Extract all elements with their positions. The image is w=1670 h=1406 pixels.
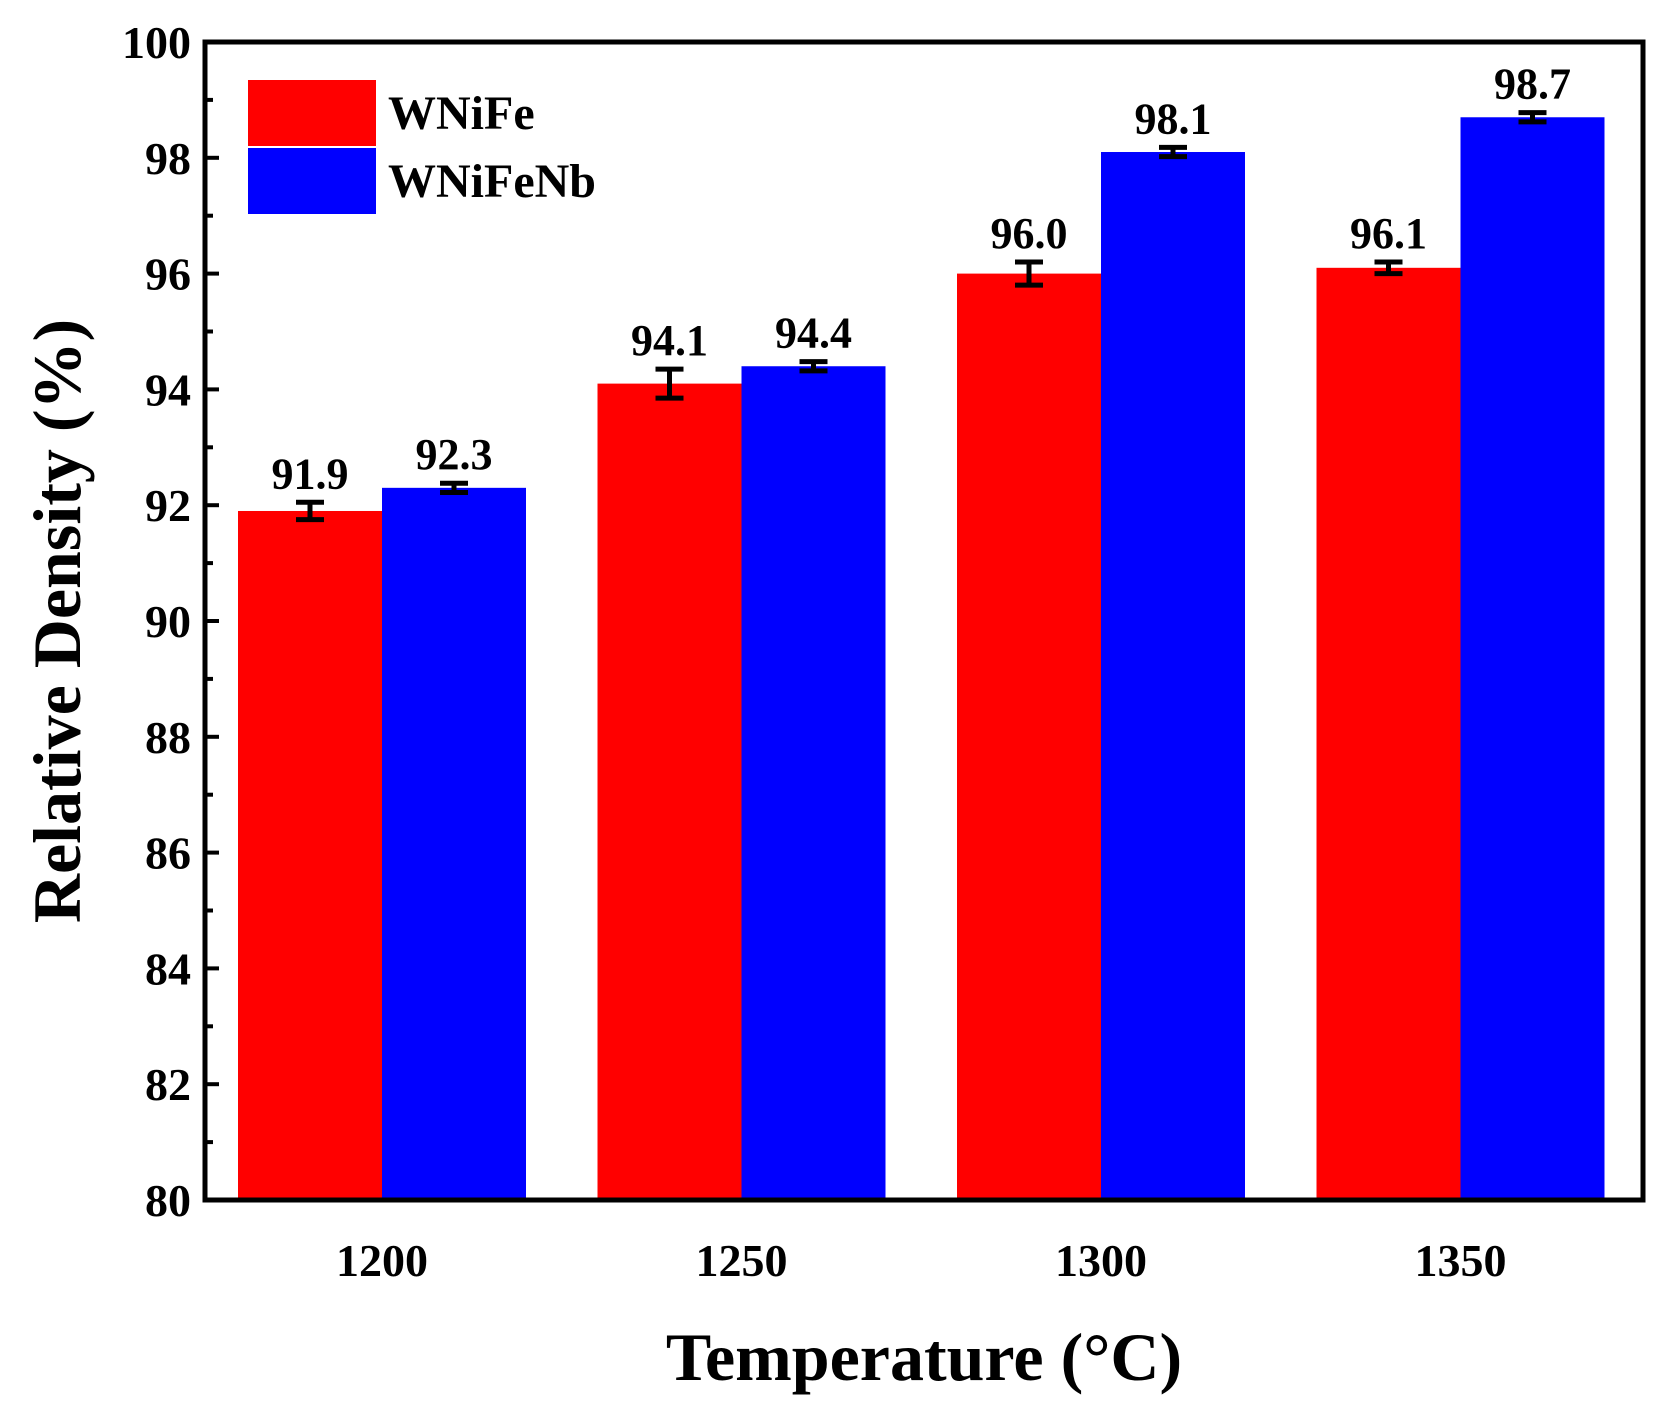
bar-wnife-1300 [957, 273, 1101, 1201]
legend-swatch-wnifenb [248, 148, 376, 214]
data-label: 96.1 [1350, 209, 1427, 258]
y-tick-label: 96 [145, 249, 191, 300]
x-tick-label: 1300 [1055, 1235, 1147, 1286]
y-tick-label: 88 [145, 712, 191, 763]
y-tick-label: 100 [122, 17, 191, 68]
data-label: 92.3 [416, 430, 493, 479]
error-bars-layer [296, 110, 1547, 523]
y-tick-label: 98 [145, 133, 191, 184]
bar-wnife-1200 [238, 510, 382, 1200]
legend-label-wnifenb: WNiFeNb [388, 155, 596, 208]
y-tick-label: 86 [145, 828, 191, 879]
legend-swatch-wnife [248, 80, 376, 146]
x-axis-title: Temperature (°C) [666, 1319, 1182, 1395]
bar-wnifenb-1250 [741, 366, 886, 1200]
x-axis: 1200 1250 1300 1350 [336, 1235, 1507, 1286]
y-tick-label: 92 [145, 480, 191, 531]
legend-label-wnife: WNiFe [388, 87, 535, 140]
y-axis: 80 82 84 86 88 90 92 94 96 98 100 [122, 17, 219, 1226]
data-label: 98.1 [1135, 94, 1212, 143]
y-tick-label: 80 [145, 1175, 191, 1226]
data-label: 94.1 [631, 316, 708, 365]
bars-layer [238, 117, 1605, 1201]
x-tick-label: 1250 [696, 1235, 788, 1286]
y-tick-label: 90 [145, 596, 191, 647]
data-label: 94.4 [775, 309, 852, 358]
bar-wnife-1350 [1316, 267, 1461, 1200]
y-tick-label: 94 [145, 364, 191, 415]
bar-wnifenb-1350 [1460, 117, 1605, 1200]
x-tick-label: 1200 [336, 1235, 428, 1286]
y-tick-label: 84 [145, 943, 191, 994]
bar-wnife-1250 [597, 383, 742, 1200]
x-tick-label: 1350 [1415, 1235, 1507, 1286]
y-tick-label: 82 [145, 1059, 191, 1110]
data-label: 96.0 [991, 209, 1068, 258]
bar-wnifenb-1200 [382, 487, 526, 1201]
legend: WNiFe WNiFeNb [248, 80, 596, 214]
bar-wnifenb-1300 [1101, 152, 1245, 1200]
data-labels-layer: 91.9 92.3 94.1 94.4 96.0 98.1 96.1 98.7 [272, 60, 1572, 499]
data-label: 91.9 [272, 449, 349, 498]
y-axis-title: Relative Density (%) [19, 319, 95, 923]
data-label: 98.7 [1494, 60, 1571, 109]
